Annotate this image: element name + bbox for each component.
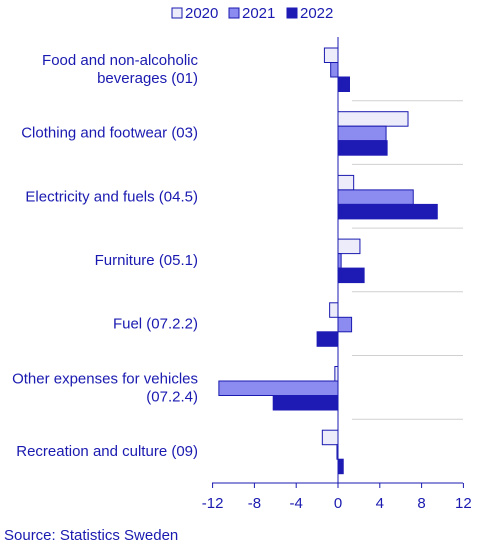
bar-2022 — [316, 331, 339, 347]
bar-2021 — [337, 316, 353, 333]
legend-label-2022: 2022 — [300, 5, 333, 22]
category-labels: Food and non-alcoholic beverages (01) Clot… — [12, 52, 198, 460]
category-label: Furniture (05.1) — [95, 252, 198, 269]
category-label: Food and non-alcoholic beverages (01) — [42, 52, 198, 87]
legend-label-2020: 2020 — [185, 5, 218, 22]
source-note: Source: Statistics Sweden — [4, 527, 179, 544]
bar-2020 — [337, 238, 361, 255]
category-label: Fuel (07.2.2) — [113, 316, 198, 333]
x-tick-label: 0 — [334, 495, 342, 512]
bar-2022 — [337, 203, 438, 220]
bar-2021 — [337, 125, 387, 142]
category-separators — [352, 100, 463, 420]
bar-2020 — [323, 47, 339, 63]
bar-2020 — [337, 111, 409, 127]
bar-chart: 2020 2021 2022 Food and non-alcoholic bever… — [12, 5, 472, 512]
legend-swatch-2022 — [286, 7, 298, 19]
x-tick-label: -4 — [290, 495, 303, 512]
x-axis: -12 -8 -4 0 4 8 12 — [202, 482, 472, 512]
bar-2020 — [337, 174, 355, 191]
x-tick-label: 8 — [417, 495, 425, 512]
bar-2022 — [337, 458, 344, 475]
x-tick-label: 12 — [455, 495, 472, 512]
legend-swatch-2020 — [171, 7, 183, 19]
bar-2022 — [337, 140, 388, 156]
category-label: Electricity and fuels (04.5) — [25, 188, 198, 205]
bar-2022 — [337, 267, 365, 284]
legend: 2020 2021 2022 — [171, 5, 333, 22]
category-label: Recreation and culture (09) — [16, 443, 198, 460]
bar-2021 — [337, 189, 414, 205]
legend-label-2021: 2021 — [242, 5, 275, 22]
category-label: Other expenses for vehicles (07.2.4) — [12, 370, 198, 405]
legend-swatch-2021 — [228, 7, 240, 19]
bar-2022 — [337, 76, 350, 92]
bar-2022 — [272, 395, 339, 411]
x-tick-label: -12 — [202, 495, 224, 512]
bar-2021 — [218, 380, 339, 396]
bar-2020 — [321, 429, 339, 446]
bars — [218, 37, 438, 483]
x-tick-label: -8 — [248, 495, 261, 512]
bar-2021 — [330, 62, 339, 78]
category-label: Clothing and footwear (03) — [21, 125, 198, 142]
bar-2020 — [329, 302, 339, 318]
x-tick-label: 4 — [376, 495, 384, 512]
